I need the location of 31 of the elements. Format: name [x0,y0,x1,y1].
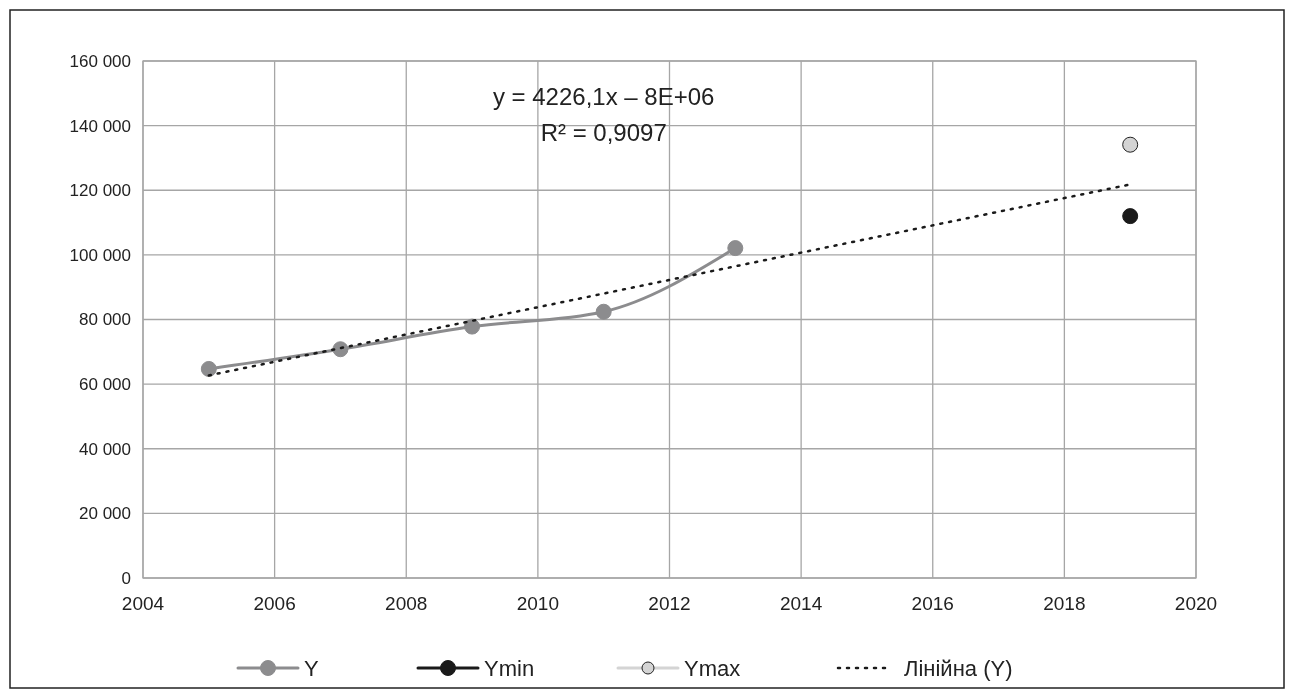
annotation: R² = 0,9097 [540,119,667,147]
x-tick-label: 2006 [253,593,296,614]
legend-label: Y [304,655,319,681]
x-tick-label: 2020 [1174,593,1218,614]
point [1122,208,1139,225]
annotation: y = 4226,1x – 8E+06 [492,83,715,111]
x-tick-label: 2008 [385,593,428,614]
legend-label: Лінійна (Y) [904,655,1013,681]
x-tick-label: 2012 [648,593,691,614]
y-tick-label: 20 000 [79,504,131,524]
y-tick-label: 60 000 [79,375,131,395]
legend-label: Ymin [484,655,535,681]
y-tick-label: 0 [121,568,131,588]
y-tick-label: 80 000 [79,310,131,330]
x-tick-label: 2016 [911,593,954,614]
y-tick-label: 100 000 [69,245,131,265]
legend-label: Ymax [684,655,741,681]
x-tick-label: 2014 [779,593,823,614]
x-tick-label: 2018 [1043,593,1086,614]
y-tick-label: 160 000 [69,51,131,71]
point [332,341,349,358]
x-tick-label: 2010 [516,593,560,614]
point [727,240,744,257]
y-tick-label: 140 000 [69,116,131,136]
point [1122,136,1139,153]
point [595,303,612,320]
point [200,360,217,377]
y-tick-label: 40 000 [79,439,131,459]
x-tick-label: 2004 [121,593,165,614]
point [464,318,481,335]
y-tick-label: 120 000 [69,181,131,201]
